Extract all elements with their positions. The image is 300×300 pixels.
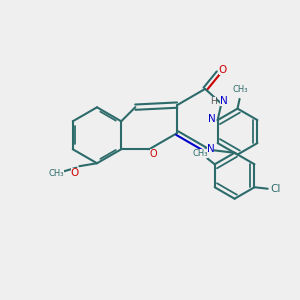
Text: CH₃: CH₃ — [233, 85, 248, 94]
Text: CH₃: CH₃ — [48, 169, 64, 178]
Text: O: O — [219, 65, 227, 75]
Text: O: O — [71, 168, 79, 178]
Text: Cl: Cl — [270, 184, 280, 194]
Text: O: O — [150, 149, 158, 159]
Text: N: N — [207, 144, 214, 154]
Text: H: H — [210, 97, 217, 106]
Text: CH₃: CH₃ — [192, 149, 208, 158]
Text: N: N — [220, 96, 228, 106]
Text: N: N — [208, 114, 216, 124]
